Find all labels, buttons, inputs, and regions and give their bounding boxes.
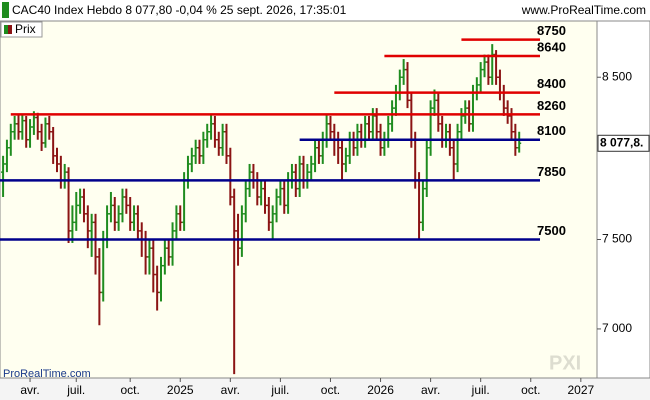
legend-icon [8, 25, 12, 34]
level-label: 8750 [537, 23, 566, 38]
x-tick-label: juil. [66, 383, 85, 397]
last-price-box [597, 134, 650, 152]
x-tick-label: oct. [121, 383, 140, 397]
x-tick-label: avr. [421, 383, 440, 397]
level-label: 7500 [537, 223, 566, 238]
x-tick-label: juil. [270, 383, 289, 397]
logo: PXI [549, 352, 581, 374]
level-label: 7850 [537, 164, 566, 179]
y-tick-label: 7 000 [602, 321, 632, 335]
plot-area [0, 20, 598, 379]
x-tick-label: juil. [471, 383, 490, 397]
x-tick-label: oct. [521, 383, 540, 397]
y-tick-label: 7 500 [602, 232, 632, 246]
watermark: ProRealTime.com [3, 368, 91, 380]
header-icon [2, 2, 9, 18]
last-price-label: 8 077,8. [600, 135, 643, 149]
legend-label: Prix [15, 22, 36, 36]
x-tick-label: 2026 [367, 383, 394, 397]
x-tick-label: 2027 [567, 383, 594, 397]
y-axis-area [596, 20, 650, 379]
source: www.ProRealTime.com [521, 3, 646, 17]
level-label: 8260 [537, 98, 566, 113]
header-bar [0, 0, 650, 21]
x-tick-label: avr. [221, 383, 240, 397]
level-label: 8100 [537, 123, 566, 138]
level-label: 8400 [537, 76, 566, 91]
x-tick-label: oct. [321, 383, 340, 397]
y-tick-label: 8 500 [602, 69, 632, 83]
x-tick-label: 2025 [167, 383, 194, 397]
legend-icon [4, 25, 8, 34]
chart-title: CAC40 Index Hebdo 8 077,80 -0,04 % 25 se… [12, 3, 347, 17]
x-tick-label: avr. [20, 383, 39, 397]
level-label: 8640 [537, 39, 566, 54]
